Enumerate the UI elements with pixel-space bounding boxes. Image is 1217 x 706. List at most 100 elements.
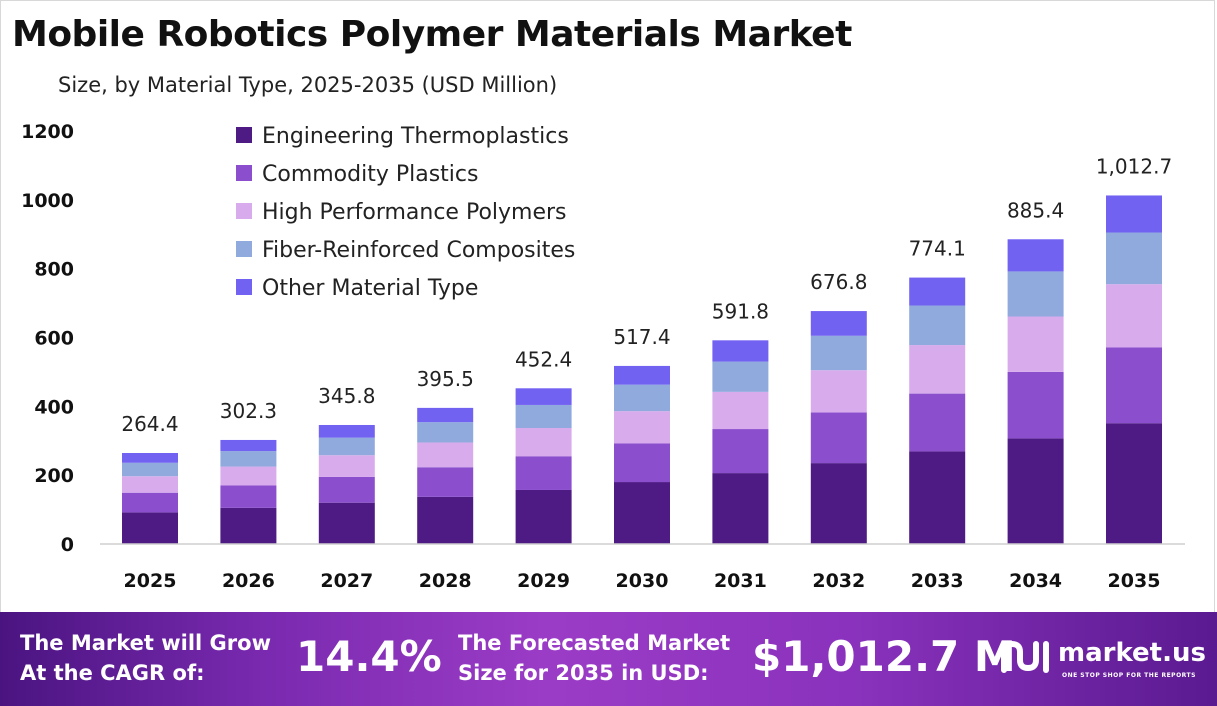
bar-segment-other-material-type [515,388,572,405]
bar-stack-2035 [1106,195,1162,544]
bar-stack-2032 [810,311,867,544]
x-tick-label: 2031 [714,570,767,592]
bar-segment-engineering-thermoplastics [515,489,572,544]
bar-segment-fiber-reinforced-composites [1007,271,1064,317]
bar-segment-commodity-plastics [1106,347,1162,424]
chart-title: Mobile Robotics Polymer Materials Market [12,14,852,55]
bar-segment-high-performance-polymers [1007,316,1064,372]
y-tick-label: 200 [34,465,74,487]
bar-segment-other-material-type [909,277,966,306]
bar-segment-fiber-reinforced-composites [417,422,474,443]
bar-total-label: 452.4 [515,347,572,371]
market-us-logo-icon [1001,640,1049,673]
bar-segment-commodity-plastics [909,393,966,452]
footer-banner: The Market will Grow At the CAGR of: 14.… [0,612,1217,706]
legend-swatch [236,241,252,257]
x-tick-label: 2032 [812,570,865,592]
bar-segment-other-material-type [810,311,867,336]
bar-segment-other-material-type [614,365,670,385]
bar-segment-high-performance-polymers [712,391,769,430]
y-tick-label: 800 [34,259,74,281]
bar-segment-other-material-type [1007,239,1064,272]
bar-stack-2026 [220,439,277,544]
bar-stack-2030 [614,365,670,544]
legend: Engineering Thermoplastics Commodity Plas… [236,124,575,301]
bar-total-label: 1,012.7 [1096,154,1172,178]
legend-label: Other Material Type [262,276,478,301]
bar-segment-high-performance-polymers [122,476,178,493]
bar-segment-commodity-plastics [1007,371,1064,439]
bar-segment-high-performance-polymers [1106,284,1162,348]
bars: 264.4 302.3 345.8 395.5 452.4 517.4 591.8 676.8… [121,154,1172,544]
bar-segment-high-performance-polymers [810,370,867,413]
x-tick-label: 2035 [1108,570,1161,592]
bar-segment-other-material-type [1106,195,1162,233]
legend-swatch [236,279,252,295]
bar-segment-engineering-thermoplastics [614,482,670,544]
bar-stack-2029 [515,388,572,544]
legend-swatch [236,127,252,143]
bar-stack-2034 [1007,239,1064,544]
bar-total-label: 302.3 [220,399,277,423]
cagr-caption-line2: At the CAGR of: [20,661,205,685]
bar-segment-high-performance-polymers [318,455,375,477]
bar-segment-fiber-reinforced-composites [614,384,670,412]
legend-label: Engineering Thermoplastics [262,124,569,149]
bar-segment-engineering-thermoplastics [1007,438,1064,544]
forecast-caption-line2: Size for 2035 in USD: [458,661,709,685]
bar-segment-high-performance-polymers [515,428,572,457]
bar-total-label: 885.4 [1007,198,1064,222]
bar-stack-2025 [122,453,178,544]
bar-total-label: 345.8 [318,384,375,408]
bar-segment-engineering-thermoplastics [712,473,769,544]
bar-segment-commodity-plastics [712,429,769,474]
legend-label: Commodity Plastics [262,162,478,187]
forecast-caption-line1: The Forecasted Market [458,631,731,655]
bar-segment-fiber-reinforced-composites [1106,232,1162,285]
bar-segment-commodity-plastics [318,476,375,503]
bar-segment-commodity-plastics [614,443,670,483]
bar-segment-engineering-thermoplastics [1106,423,1162,544]
bar-stack-2031 [712,340,769,544]
bar-segment-fiber-reinforced-composites [220,451,277,467]
bar-segment-other-material-type [318,424,375,438]
bar-segment-engineering-thermoplastics [318,502,375,544]
logo-tagline: ONE STOP SHOP FOR THE REPORTS [1062,672,1196,679]
bar-segment-engineering-thermoplastics [909,451,966,544]
bar-segment-high-performance-polymers [220,466,277,486]
bar-stack-2027 [318,424,375,544]
bar-total-label: 395.5 [417,367,474,391]
x-tick-label: 2027 [320,570,373,592]
bar-stack-2028 [417,407,474,544]
x-tick-label: 2029 [517,570,570,592]
bar-segment-other-material-type [220,439,277,452]
cagr-caption-line1: The Market will Grow [20,631,271,655]
bar-stack-2033 [909,277,966,544]
bar-total-label: 676.8 [810,270,867,294]
stacked-bar-chart: 0 200 400 600 800 1000 1200 264.4 302.3 345.8 395… [21,121,1185,592]
bar-segment-other-material-type [122,453,178,463]
bar-segment-engineering-thermoplastics [417,496,474,544]
bar-segment-high-performance-polymers [909,345,966,394]
legend-label: Fiber-Reinforced Composites [262,238,575,263]
bar-segment-fiber-reinforced-composites [810,335,867,371]
bar-segment-engineering-thermoplastics [122,512,178,544]
bar-segment-commodity-plastics [122,492,178,513]
bar-segment-commodity-plastics [417,467,474,497]
y-tick-label: 1000 [21,190,74,212]
y-tick-label: 600 [34,328,74,350]
bar-segment-fiber-reinforced-composites [515,404,572,429]
bar-total-label: 591.8 [712,299,769,323]
bar-segment-other-material-type [417,407,474,423]
x-tick-label: 2026 [222,570,275,592]
legend-label: High Performance Polymers [262,200,567,225]
bar-segment-fiber-reinforced-composites [712,361,769,392]
bar-segment-fiber-reinforced-composites [122,462,178,477]
bar-segment-commodity-plastics [810,412,867,464]
bar-segment-engineering-thermoplastics [220,507,277,544]
legend-swatch [236,203,252,219]
y-tick-label: 400 [34,396,74,418]
x-axis: 2025 2026 2027 2028 2029 2030 2031 2032 2033 2034… [100,543,1185,592]
bar-segment-other-material-type [712,340,769,362]
bar-segment-fiber-reinforced-composites [909,305,966,346]
